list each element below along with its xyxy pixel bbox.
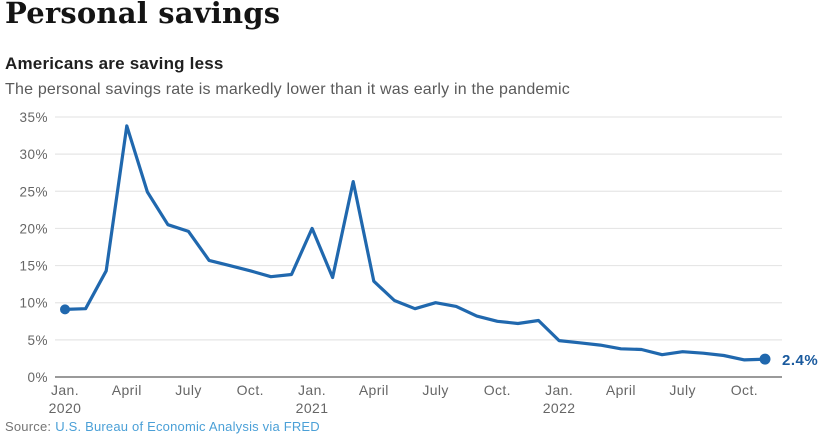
y-tick-label: 35% [19,110,48,125]
y-tick-label: 25% [19,184,48,199]
y-tick-label: 20% [19,221,48,236]
x-tick-label: April [112,382,142,398]
y-tick-label: 10% [19,296,48,311]
x-tick-label: Oct. [731,382,758,398]
source-line: Source: U.S. Bureau of Economic Analysis … [5,419,320,434]
start-point-dot [60,304,70,315]
x-tick-year-label: 2022 [543,400,576,416]
x-tick-year-label: 2021 [296,400,329,416]
end-point-dot [759,353,771,365]
x-tick-year-label: 2020 [49,400,82,416]
x-tick-label: Jan. [545,382,573,398]
x-tick-label: Oct. [484,382,511,398]
x-tick-label: Jan. [51,382,79,398]
y-tick-label: 5% [27,333,48,348]
chart-description: The personal savings rate is markedly lo… [5,81,570,98]
page-title: Personal savings [5,0,281,30]
savings-rate-line [63,124,767,362]
source-link[interactable]: U.S. Bureau of Economic Analysis via FRE… [55,419,320,434]
source-prefix: Source: [5,419,52,434]
chart-title: Americans are saving less [5,54,224,73]
x-tick-label: July [422,382,449,398]
x-tick-label: Jan. [298,382,326,398]
savings-line-chart: 0% 5% 10% 15% 20% 25% 30% 35% Jan. 2020 April July O… [19,110,818,416]
y-tick-label: 15% [19,259,48,274]
y-tick-label: 30% [19,147,48,162]
y-tick-label: 0% [27,370,48,385]
x-tick-label: July [669,382,696,398]
x-tick-label: Oct. [237,382,264,398]
x-tick-label: April [606,382,636,398]
x-tick-label: April [359,382,389,398]
end-value-label: 2.4% [782,352,818,369]
x-tick-label: July [175,382,202,398]
